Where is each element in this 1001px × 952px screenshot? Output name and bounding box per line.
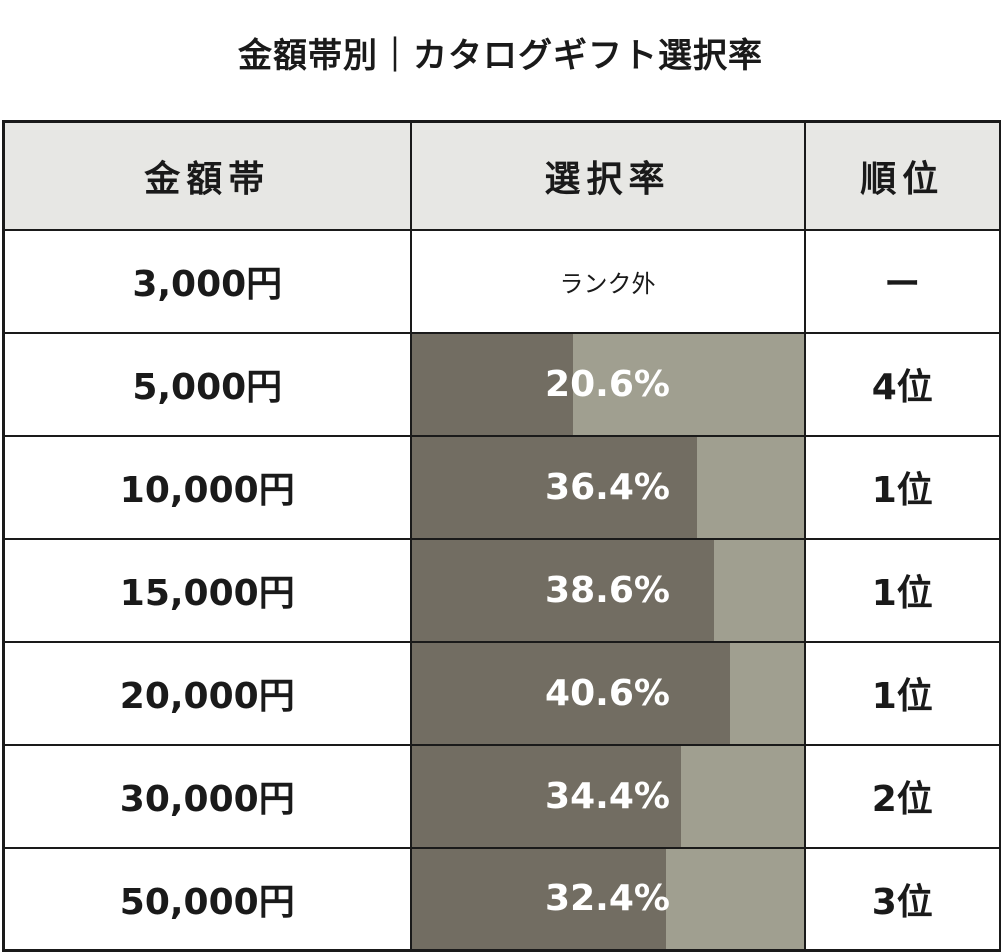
rate-label: ランク外 xyxy=(559,269,656,298)
rank-cell: 1位 xyxy=(803,434,1001,540)
band-cell: 15,000円 xyxy=(2,537,412,643)
header-rank: 順位 xyxy=(803,120,1001,231)
rate-label: 34.4% xyxy=(545,775,670,817)
rate-cell: 20.6% xyxy=(409,331,806,437)
rate-label: 36.4% xyxy=(545,466,670,508)
band-cell: 5,000円 xyxy=(2,331,412,437)
table-row: 10,000円 36.4% 1位 xyxy=(2,434,1001,540)
rate-bar xyxy=(412,334,573,434)
rate-label: 32.4% xyxy=(545,878,670,920)
band-cell: 30,000円 xyxy=(2,743,412,849)
header-rate: 選択率 xyxy=(409,120,806,231)
selection-rate-table: 金額帯 選択率 順位 3,000円 ランク外ー 5,000円 20.6% 4位 10,00… xyxy=(2,120,1001,952)
rank-cell: 1位 xyxy=(803,640,1001,746)
chart-title: 金額帯別｜カタログギフト選択率 xyxy=(238,36,763,76)
table-row: 30,000円 34.4% 2位 xyxy=(2,743,1001,849)
band-cell: 20,000円 xyxy=(2,640,412,746)
rate-cell: 36.4% xyxy=(409,434,806,540)
rate-cell: ランク外 xyxy=(409,228,806,334)
rate-label: 38.6% xyxy=(545,569,670,611)
band-cell: 3,000円 xyxy=(2,228,412,334)
rate-bar xyxy=(412,437,697,537)
rate-cell: 38.6% xyxy=(409,537,806,643)
rate-cell: 40.6% xyxy=(409,640,806,746)
table-row: 5,000円 20.6% 4位 xyxy=(2,331,1001,437)
band-cell: 10,000円 xyxy=(2,434,412,540)
table-row: 20,000円 40.6% 1位 xyxy=(2,640,1001,746)
rank-cell: 2位 xyxy=(803,743,1001,849)
band-cell: 50,000円 xyxy=(2,846,412,952)
rate-cell: 32.4% xyxy=(409,846,806,952)
table-row: 15,000円 38.6% 1位 xyxy=(2,537,1001,643)
rank-cell: ー xyxy=(803,228,1001,334)
table-row: 3,000円 ランク外 ー xyxy=(2,228,1001,334)
rate-bar xyxy=(412,540,715,640)
rate-cell: 34.4% xyxy=(409,743,806,849)
rate-bar xyxy=(412,643,730,743)
rate-bar xyxy=(412,746,682,846)
rate-bar xyxy=(412,849,666,949)
rate-label: 40.6% xyxy=(545,672,670,714)
rank-cell: 1位 xyxy=(803,537,1001,643)
header-band: 金額帯 xyxy=(2,120,412,231)
rate-label: 20.6% xyxy=(545,363,670,405)
rank-cell: 3位 xyxy=(803,846,1001,952)
table-row: 50,000円 32.4% 3位 xyxy=(2,846,1001,952)
header-row: 金額帯 選択率 順位 xyxy=(2,120,1001,231)
rank-cell: 4位 xyxy=(803,331,1001,437)
